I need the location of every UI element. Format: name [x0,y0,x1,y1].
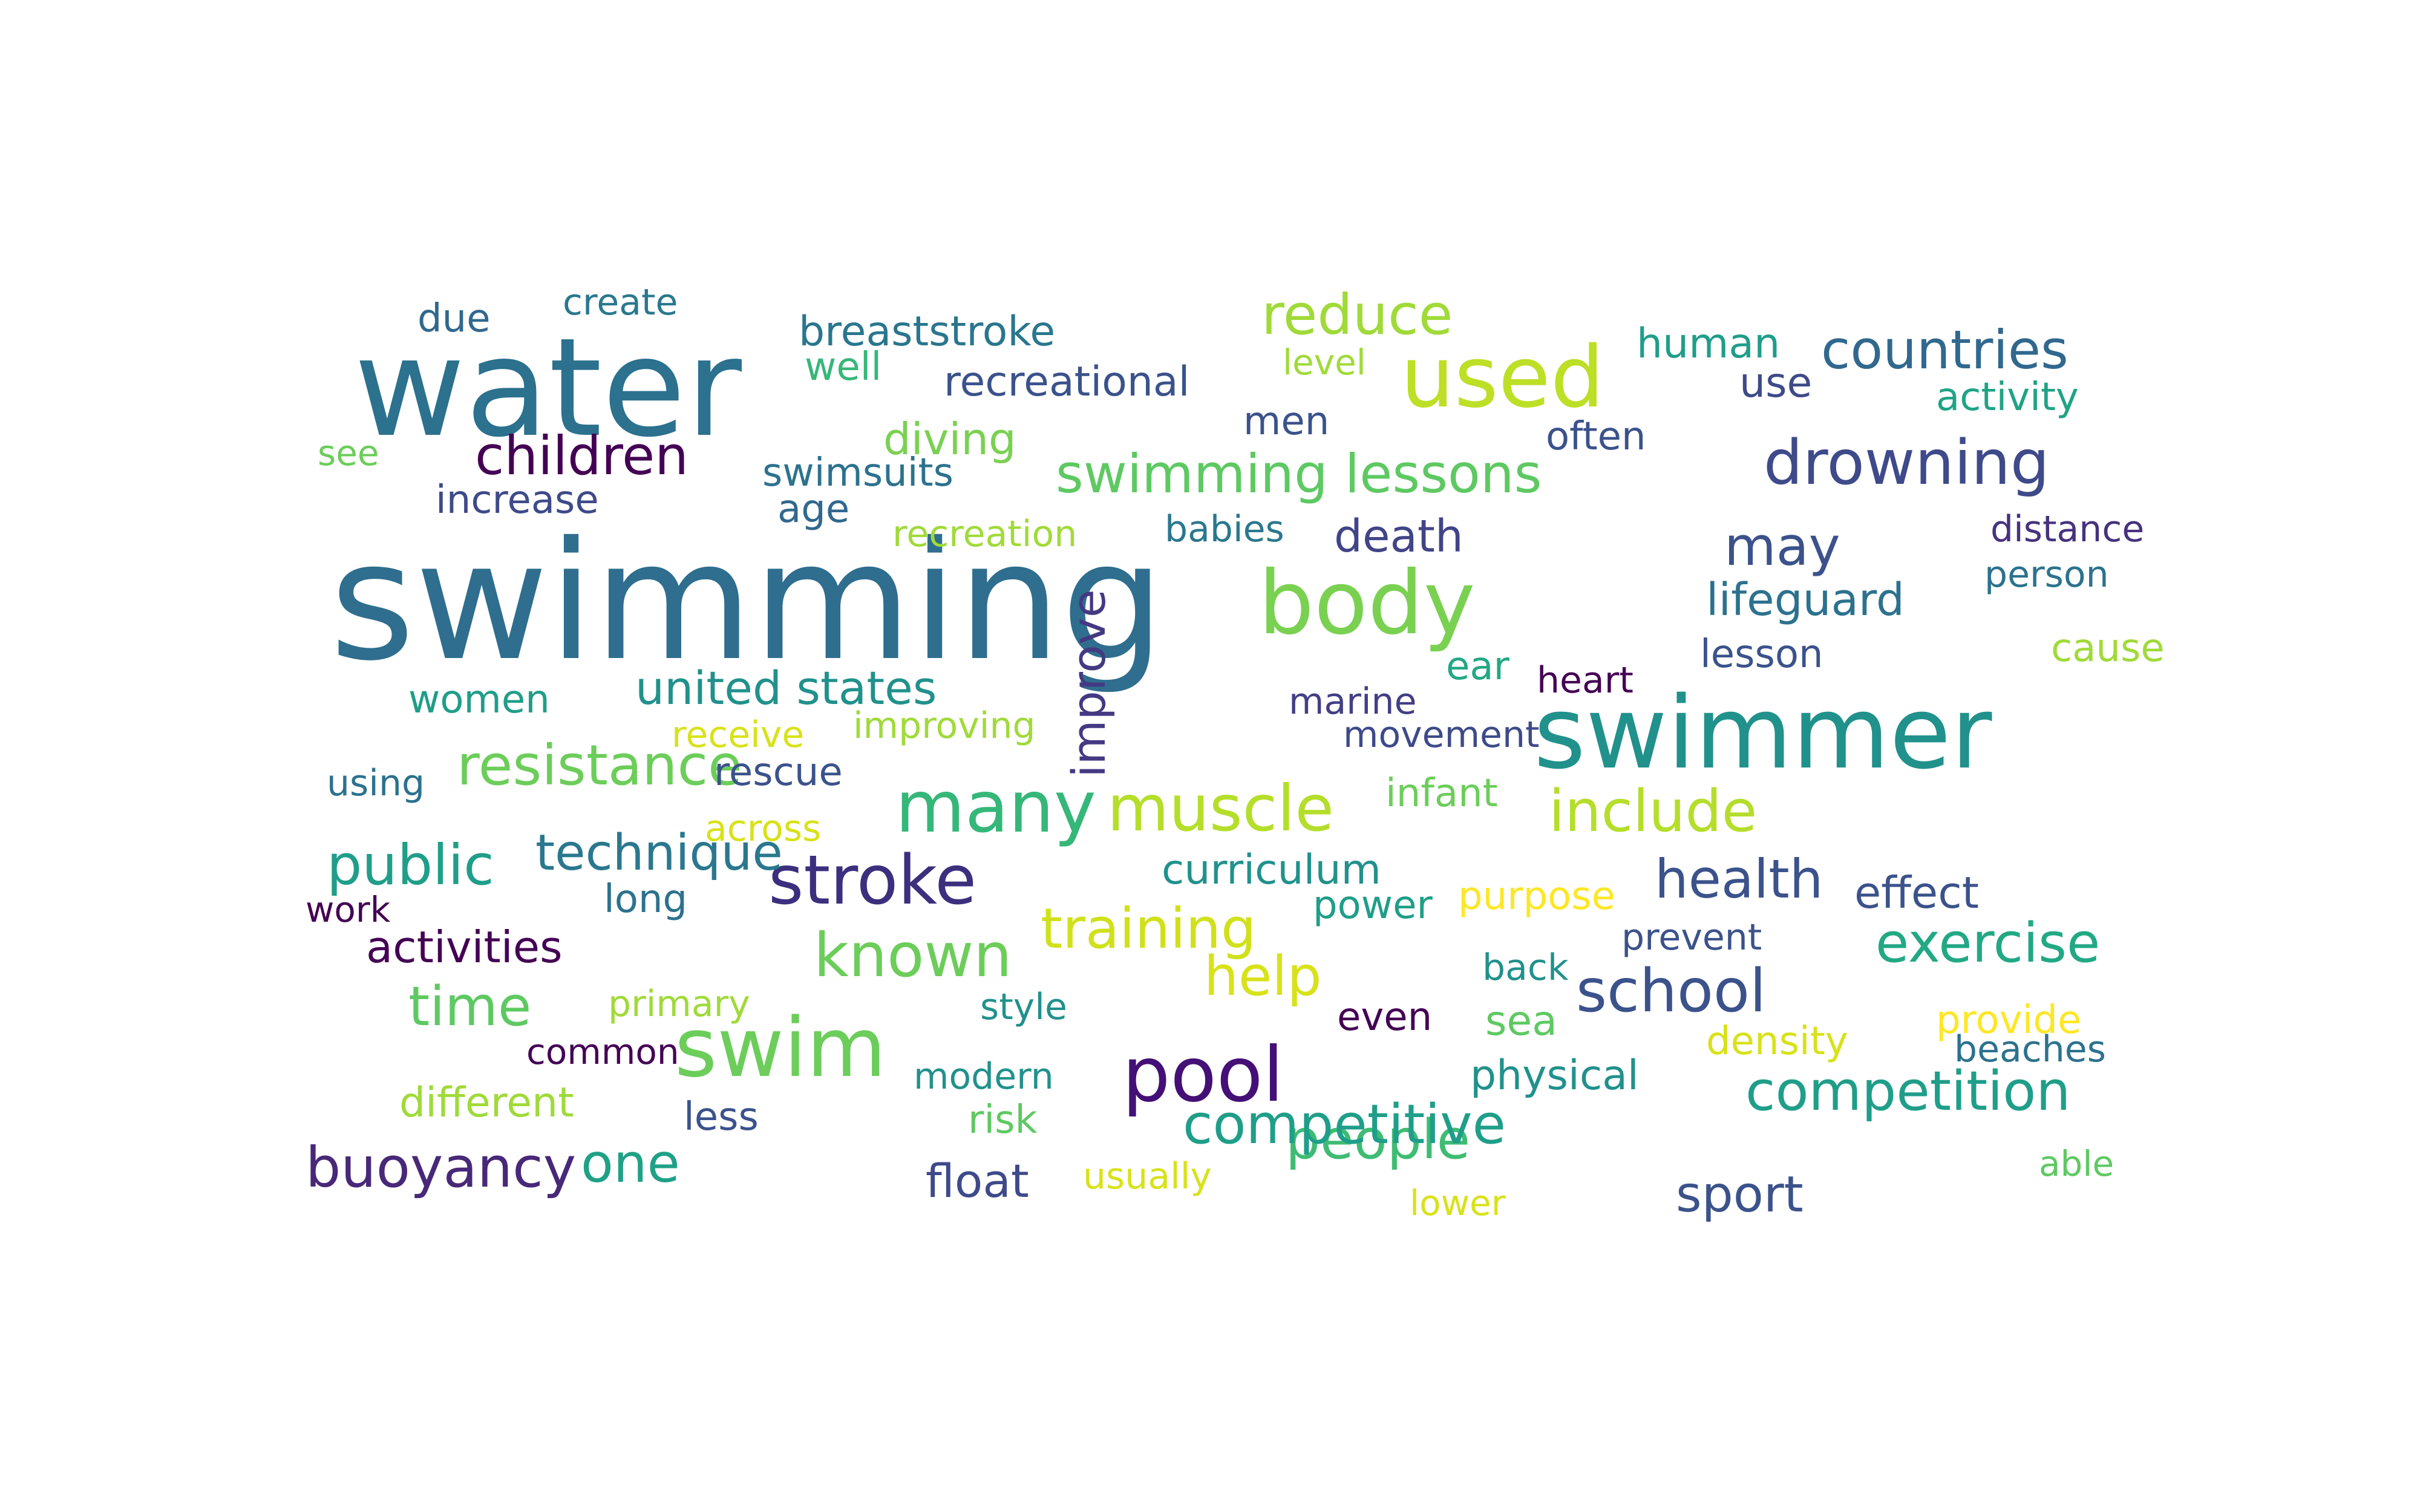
word-help: training [1041,896,1257,961]
word-distance: distance [1990,508,2145,550]
word-stroke: stroke [768,841,977,920]
word-sea: sea [1485,997,1557,1045]
word-ear: ear [1446,644,1509,689]
word-known: resistance [457,733,742,798]
word-beaches: beaches [1954,1028,2106,1070]
word-marine: marine [1289,680,1417,723]
word-recreational: recreational [944,358,1190,406]
word-density: density [1706,1019,1848,1064]
word-body: body [1258,552,1476,654]
word-women: women [408,677,550,722]
word-breaststroke: breaststroke [799,308,1056,356]
word-pool: pool [1122,1031,1284,1119]
word-level: level [1283,342,1366,383]
word-curriculum: curriculum [1162,846,1381,894]
word-lifeguard: united states [635,661,937,715]
word-swimming-lessons: swimming lessons [1056,443,1542,505]
word-improving: improving [853,705,1036,747]
word-effect: effect [1854,867,1980,918]
word-competitive: competition [1745,1060,2071,1123]
word-purpose: purpose [1458,874,1615,919]
word-many: many [895,765,1096,849]
word-movement: movement [1343,714,1540,756]
word-include: may [1724,515,1840,578]
word-increase: increase [436,478,599,523]
word-human: human [1637,320,1781,368]
word-due: due [417,296,491,341]
word-babies: babies [1165,508,1284,550]
word-resistance: include [1549,778,1758,845]
word-long: long [604,877,688,922]
word-training: exercise [1876,911,2101,975]
word-exercise: school [1576,957,1767,1026]
word-water: water [354,309,742,468]
word-style: style [980,986,1067,1028]
word-cause: cause [2051,626,2165,671]
word-primary: primary [608,983,750,1025]
word-health: time [408,975,532,1038]
word-public: buoyancy [306,1135,577,1200]
word-different: different [399,1079,574,1127]
word-united-states: sport [1676,1166,1804,1224]
word-even: even [1337,995,1433,1040]
word-age: age [777,487,850,532]
word-sport: health [1655,848,1823,910]
word-risk: risk [968,1098,1038,1142]
word-part: technique [535,824,783,882]
word-men: men [1243,399,1330,444]
word-reduce: reduce [1261,282,1453,347]
word-less: less [684,1095,759,1139]
word-person: person [1984,553,2109,596]
word-heart: heart [1537,659,1634,702]
word-buoyancy: one [581,1132,680,1194]
word-one: competitive [1183,1093,1506,1156]
word-without: improve [1062,589,1116,778]
word-school: known [814,920,1012,991]
word-work: work [306,889,391,930]
word-across: across [705,807,822,850]
word-common: common [526,1031,679,1072]
word-activities: activities [366,922,563,973]
word-lesson: lesson [1700,632,1823,677]
word-infant: infant [1385,771,1498,816]
word-swimming: swimming [330,506,1165,697]
word-create: create [563,281,678,324]
word-lower: lower [1410,1182,1506,1224]
word-recreation: recreation [892,513,1078,555]
word-back: back [1482,947,1569,989]
word-death: death [1334,510,1463,562]
word-often: often [1546,414,1646,459]
word-provide: provide [1936,998,2082,1043]
word-rescue: rescue [714,750,843,795]
word-float: float [926,1154,1029,1208]
word-people: help [1204,945,1322,1008]
word-time: public [327,833,494,898]
word-use: use [1739,359,1813,407]
word-able: able [2039,1143,2114,1184]
word-prevent: prevent [1621,916,1762,959]
word-physical: physical [1470,1052,1639,1100]
word-drowning: drowning [1764,427,2050,499]
word-swimsuits: swimsuits [762,451,953,495]
word-muscle: muscle [1107,772,1335,846]
word-usually: usually [1083,1155,1212,1198]
word-used: used [1401,328,1604,427]
word-using: using [327,762,425,804]
word-see: see [318,432,379,474]
word-competition: people [1286,1108,1471,1171]
word-swim: swim [675,1000,886,1095]
word-power: power [1313,883,1433,928]
word-modern: modern [914,1055,1054,1098]
word-countries: countries [1821,319,2068,381]
word-swimmer: swimmer [1534,675,1992,791]
word-receive: receive [672,714,805,756]
word-technique: lifeguard [1706,574,1905,626]
word-activity: activity [1936,375,2079,420]
word-children: children [475,425,689,487]
word-diving: diving [883,414,1016,464]
word-well: well [805,345,882,389]
